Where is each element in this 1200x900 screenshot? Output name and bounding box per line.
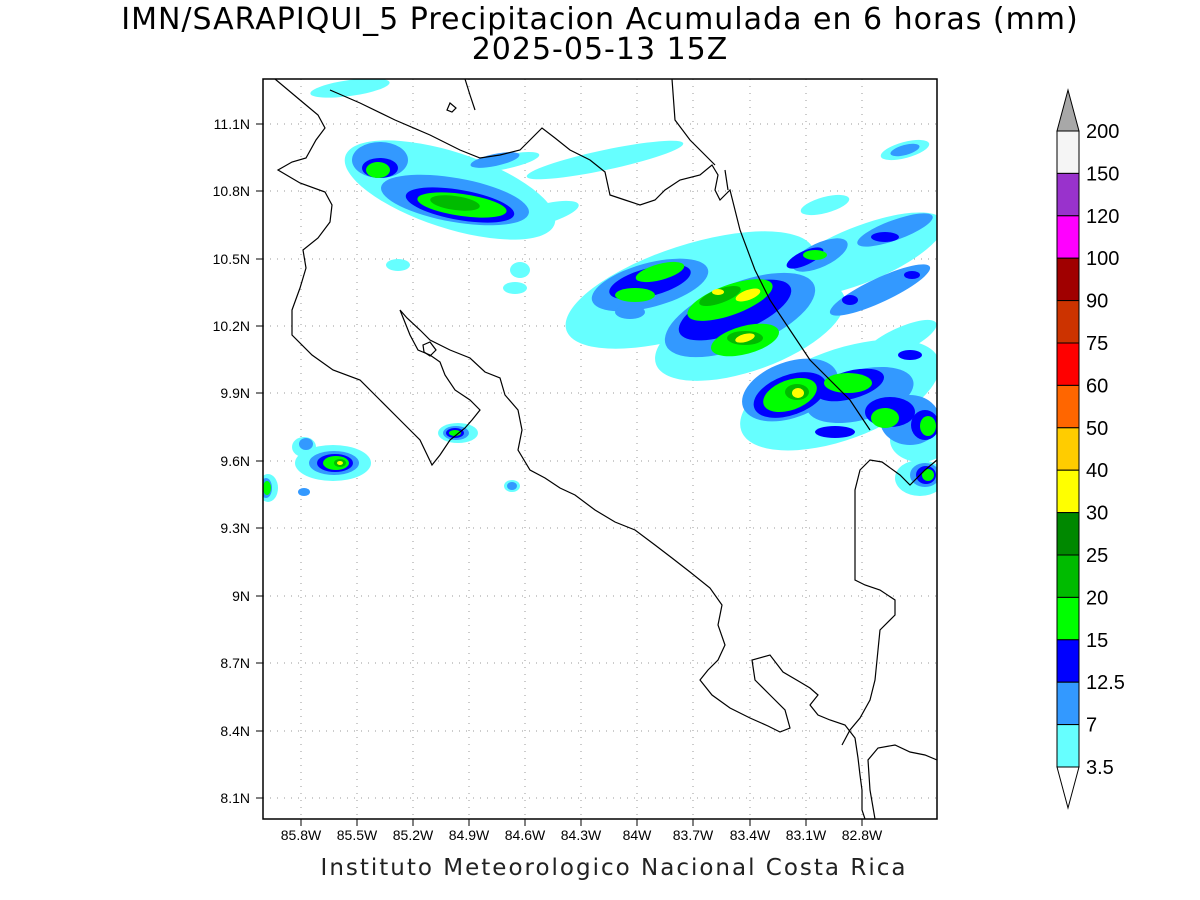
lat-tick-label: 10.8N <box>213 183 250 199</box>
lon-tick-label: 85.8W <box>281 827 322 843</box>
lat-tick-marks <box>256 123 263 799</box>
colorbar-label: 60 <box>1086 375 1108 397</box>
lat-tick-label: 8.1N <box>220 790 250 806</box>
footer-credit: Instituto Meteorologico Nacional Costa R… <box>320 855 908 881</box>
colorbar-segment <box>1056 639 1080 683</box>
lon-tick-label: 83.1W <box>786 827 827 843</box>
colorbar-label: 15 <box>1086 630 1108 652</box>
lat-tick-label: 8.4N <box>220 723 250 739</box>
colorbar-segment <box>1056 257 1080 302</box>
colorbar-label: 20 <box>1086 587 1108 609</box>
colorbar-segment <box>1056 596 1080 641</box>
lat-tick-label: 10.2N <box>213 318 250 334</box>
lat-tick-label: 9.3N <box>220 520 250 536</box>
lon-tick-label: 82.8W <box>842 827 883 843</box>
colorbar-under-triangle <box>1056 766 1080 810</box>
lon-tick-label: 84.9W <box>449 827 490 843</box>
colorbar-label: 100 <box>1086 248 1119 270</box>
lon-tick-marks <box>300 819 863 826</box>
lat-tick-label: 9.6N <box>220 453 250 469</box>
colorbar-label: 30 <box>1086 503 1108 525</box>
lon-tick-labels: 85.8W 85.5W 85.2W 84.9W 84.6W 84.3W 84W … <box>281 827 883 843</box>
colorbar-label: 150 <box>1086 163 1119 185</box>
colorbar-segment <box>1056 172 1080 217</box>
plot-frame <box>262 78 938 820</box>
lat-tick-label: 8.7N <box>220 655 250 671</box>
colorbar-label: 7 <box>1086 715 1097 737</box>
lat-tick-label: 11.1N <box>214 116 250 132</box>
colorbar-label: 3.5 <box>1086 757 1114 779</box>
colorbar-label: 120 <box>1086 206 1119 228</box>
lat-tick-label: 10.5N <box>213 251 250 267</box>
colorbar-segment <box>1056 554 1080 598</box>
colorbar-label: 75 <box>1086 333 1108 355</box>
colorbar-segment <box>1056 427 1080 471</box>
colorbar-segment <box>1056 300 1080 344</box>
colorbar-segment <box>1056 469 1080 514</box>
colorbar-label: 12.5 <box>1086 672 1125 694</box>
lon-tick-label: 84.3W <box>561 827 602 843</box>
colorbar-segment <box>1056 342 1080 386</box>
lon-tick-label: 83.4W <box>730 827 771 843</box>
colorbar-label: 50 <box>1086 418 1108 440</box>
coastlines <box>274 79 937 819</box>
map-title: IMN/SARAPIQUI_5 Precipitacion Acumulada … <box>121 2 1079 37</box>
colorbar-segment <box>1056 724 1080 768</box>
map-grid <box>263 79 937 819</box>
lon-tick-label: 85.2W <box>393 827 434 843</box>
colorbar-segment <box>1056 215 1080 259</box>
precipitation-field <box>263 79 937 502</box>
colorbar-over-triangle <box>1056 88 1080 132</box>
lon-tick-label: 83.7W <box>673 827 714 843</box>
map-subtitle-date: 2025-05-13 15Z <box>471 32 729 67</box>
colorbar-segment <box>1056 130 1080 174</box>
colorbar-label: 40 <box>1086 460 1108 482</box>
colorbar-segment <box>1056 512 1080 556</box>
colorbar-segment <box>1056 681 1080 726</box>
lon-tick-label: 84W <box>623 827 653 843</box>
lat-tick-label: 9N <box>232 588 250 604</box>
lon-tick-label: 84.6W <box>505 827 546 843</box>
colorbar: 200 150 120 100 90 75 60 50 40 30 25 20 15 12.5 7 3.5 <box>1056 88 1125 810</box>
colorbar-label: 90 <box>1086 291 1108 313</box>
lon-tick-label: 85.5W <box>337 827 378 843</box>
colorbar-label: 25 <box>1086 545 1108 567</box>
colorbar-segment <box>1056 384 1080 429</box>
colorbar-label: 200 <box>1086 121 1119 143</box>
lat-tick-labels: 11.1N 10.8N 10.5N 10.2N 9.9N 9.6N 9.3N 9… <box>213 116 250 806</box>
lat-tick-label: 9.9N <box>220 385 250 401</box>
